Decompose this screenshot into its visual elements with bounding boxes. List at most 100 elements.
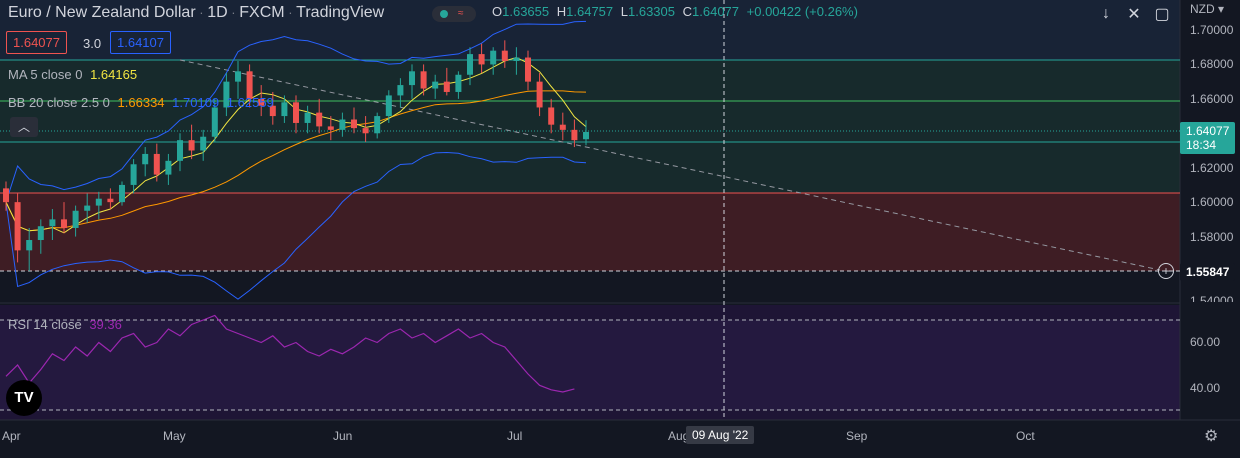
- rsi-label: RSI 14 close: [8, 317, 82, 332]
- bb-upper-line: [5, 20, 587, 203]
- price-tick: 1.58000: [1190, 230, 1234, 244]
- candle-body: [513, 57, 520, 61]
- candle-body: [339, 119, 346, 130]
- fullscreen-icon[interactable]: ▢: [1154, 6, 1170, 23]
- green-zone: [0, 60, 1180, 193]
- candle-body: [37, 226, 44, 241]
- candle-body: [84, 205, 91, 211]
- candle-body: [559, 124, 566, 130]
- bb-label: BB 20 close 2.5 0: [8, 95, 110, 110]
- currency-selector[interactable]: NZD ▾: [1190, 2, 1225, 16]
- chart-legend: Euro / New Zealand Dollar · 1D · FXCM · …: [8, 4, 385, 21]
- bb-basis-value: 1.66334: [117, 95, 165, 110]
- collapse-icon[interactable]: ✕: [1127, 6, 1141, 23]
- spread-value: 3.0: [83, 36, 102, 51]
- candle-body: [525, 57, 531, 82]
- price-tick: 1.54000: [1190, 294, 1234, 302]
- time-tick: Sep: [846, 429, 868, 443]
- candle-body: [409, 71, 415, 86]
- low-value: 1.63305: [628, 4, 675, 19]
- time-tick: May: [163, 429, 186, 443]
- interval-label[interactable]: 1D: [207, 4, 228, 21]
- candle-body: [443, 81, 450, 92]
- candle-body: [293, 102, 299, 123]
- price-tick: 1.68000: [1190, 57, 1234, 71]
- crosshair-price-tag: 1.55847: [1180, 263, 1236, 281]
- candle-body: [432, 81, 439, 89]
- time-tick: Jun: [333, 429, 353, 443]
- candle-body: [362, 128, 369, 134]
- candle-body: [130, 164, 137, 185]
- high-label: H: [556, 4, 567, 19]
- price-tick: 1.60000: [1190, 195, 1234, 209]
- candle-body: [107, 198, 114, 203]
- download-icon[interactable]: ↓: [1102, 5, 1110, 22]
- candle-body: [583, 131, 589, 140]
- candle-body: [571, 129, 578, 141]
- candle-body: [478, 54, 485, 65]
- red-zone: [0, 193, 1180, 271]
- candle-body: [397, 85, 404, 96]
- collapse-legend-button[interactable]: ︿: [10, 117, 38, 137]
- price-tick: 1.62000: [1190, 161, 1234, 175]
- candle-body: [501, 50, 508, 61]
- ohlc-values: O1.63655 H1.64757 L1.63305 C1.64077 +0.0…: [492, 4, 858, 19]
- blue-zone: [0, 0, 1180, 60]
- candle-body: [61, 219, 67, 228]
- ma-label: MA 5 close 0: [8, 67, 83, 82]
- candle-body: [72, 210, 79, 228]
- candle-body: [281, 102, 288, 117]
- bb-upper-value: 1.70109: [172, 95, 220, 110]
- candle-body: [258, 98, 265, 106]
- candle-body: [95, 198, 102, 206]
- change-value: +0.00422 (+0.26%): [746, 4, 858, 19]
- close-value: 1.64077: [692, 4, 740, 19]
- symbol-title[interactable]: Euro / New Zealand Dollar: [8, 4, 196, 21]
- candle-body: [467, 54, 473, 75]
- bb-lower-line: [5, 151, 587, 300]
- rsi-line: [5, 314, 575, 393]
- source-label: TradingView: [296, 4, 385, 21]
- candle-body: [536, 81, 543, 108]
- exchange-label: FXCM: [239, 4, 285, 21]
- candle-body: [304, 112, 311, 123]
- candle-body: [455, 74, 462, 92]
- high-value: 1.64757: [566, 4, 614, 19]
- sell-button[interactable]: 1.64077: [6, 31, 67, 54]
- status-dot-icon: [440, 10, 448, 18]
- candle-body: [420, 71, 427, 89]
- candle-body: [119, 184, 125, 203]
- open-label: O: [492, 4, 503, 19]
- time-tick: Aug: [668, 429, 690, 443]
- ma-legend[interactable]: MA 5 close 0 1.64165: [8, 67, 137, 82]
- candle-body: [14, 202, 21, 251]
- rsi-band: [0, 320, 1180, 410]
- bb-legend[interactable]: BB 20 close 2.5 0 1.66334 1.70109 1.6255…: [8, 95, 274, 110]
- bar-countdown: 18:34: [1186, 138, 1217, 152]
- tradingview-logo[interactable]: TV: [6, 380, 42, 416]
- bb-basis-line: [5, 90, 587, 232]
- candle-body: [211, 107, 218, 137]
- candle-body: [327, 126, 334, 130]
- candle-body: [223, 81, 230, 108]
- rsi-value: 39.36: [89, 317, 122, 332]
- buy-button[interactable]: 1.64107: [110, 31, 171, 54]
- last-price: 1.64077: [1186, 124, 1230, 138]
- settings-icon[interactable]: ⚙: [1204, 428, 1219, 445]
- rsi-legend[interactable]: RSI 14 close 39.36: [8, 317, 122, 332]
- market-status-icon[interactable]: ≈: [432, 6, 476, 22]
- candle-body: [490, 50, 497, 65]
- candle-body: [142, 153, 149, 165]
- time-tick: Oct: [1016, 429, 1035, 443]
- candle-body: [374, 116, 381, 134]
- add-alert-icon[interactable]: +: [1158, 263, 1174, 279]
- candle-body: [269, 105, 276, 117]
- candle-body: [235, 71, 241, 82]
- candle-body: [49, 219, 56, 227]
- time-tick: Apr: [2, 429, 21, 443]
- ma-value: 1.64165: [90, 67, 138, 82]
- candle-body: [200, 136, 207, 151]
- close-label: C: [682, 4, 693, 19]
- rsi-tick: 40.00: [1190, 381, 1221, 395]
